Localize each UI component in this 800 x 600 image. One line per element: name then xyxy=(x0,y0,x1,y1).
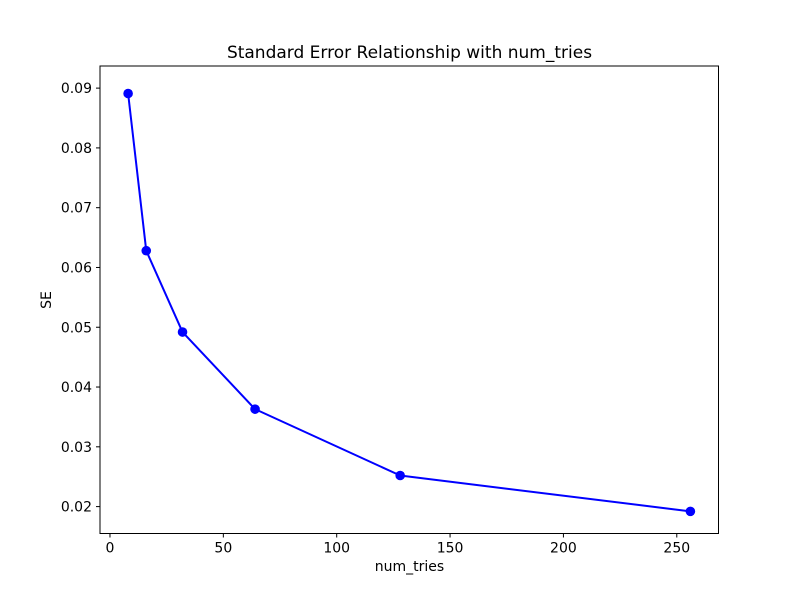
axes-spines xyxy=(99,65,719,534)
data-point xyxy=(177,327,188,337)
series-line xyxy=(127,92,692,513)
y-tick-label: 0.02 xyxy=(61,500,92,516)
data-point xyxy=(123,88,133,99)
plot-frame xyxy=(99,65,719,534)
y-tick-label: 0.08 xyxy=(61,141,92,157)
x-tick-label: 50 xyxy=(214,541,232,557)
x-axis-label: num_tries xyxy=(374,559,445,575)
data-point xyxy=(250,404,260,414)
data-point xyxy=(395,470,405,481)
y-tick-label: 0.09 xyxy=(61,81,92,97)
x-tick-label: 0 xyxy=(106,541,115,557)
x-tick-label: 100 xyxy=(323,541,350,557)
y-tick-label: 0.07 xyxy=(61,201,92,217)
y-tick-label: 0.03 xyxy=(61,440,92,456)
y-axis-ticks: 0.02 0.03 0.04 0.05 0.06 0.07 0.08 0.09 xyxy=(61,81,100,516)
data-point xyxy=(141,245,152,256)
chart-title: Standard Error Relationship with num_tri… xyxy=(226,43,593,63)
x-tick-label: 200 xyxy=(550,541,577,557)
y-tick-label: 0.05 xyxy=(61,320,92,336)
y-tick-label: 0.04 xyxy=(61,380,92,396)
data-point xyxy=(685,506,696,517)
se-series xyxy=(123,88,696,517)
y-axis-label: SE xyxy=(39,291,55,309)
x-tick-label: 250 xyxy=(663,541,690,557)
x-axis-ticks: 0 50 100 150 200 250 xyxy=(106,533,690,557)
x-tick-label: 150 xyxy=(437,541,464,557)
y-tick-label: 0.06 xyxy=(61,260,92,276)
